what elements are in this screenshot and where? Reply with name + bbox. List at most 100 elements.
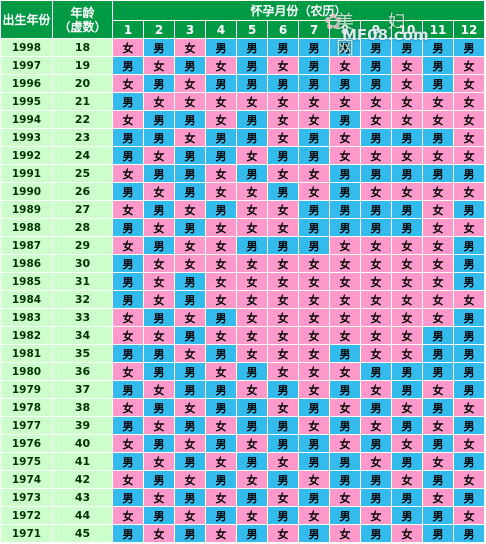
gender-cell: 男 <box>329 38 361 57</box>
gender-cell: 男 <box>360 398 392 417</box>
gender-cell: 男 <box>298 452 330 471</box>
birth-year-cell: 1983 <box>0 308 53 327</box>
birth-year-cell: 1976 <box>0 434 53 453</box>
gender-cell: 男 <box>453 308 485 327</box>
table-row: 1987 29 女男女女男男男女女女女男 <box>0 236 485 255</box>
gender-cell: 男 <box>174 218 206 237</box>
gender-cell: 女 <box>298 416 330 435</box>
gender-cell: 男 <box>453 272 485 291</box>
gender-cell: 男 <box>329 200 361 219</box>
gender-cell: 男 <box>453 326 485 345</box>
gender-cell: 女 <box>360 92 392 111</box>
gender-cell: 女 <box>267 110 299 129</box>
gender-cell: 男 <box>112 344 144 363</box>
birth-year-cell: 1982 <box>0 326 53 345</box>
gender-cell: 男 <box>298 434 330 453</box>
gender-cell: 女 <box>453 470 485 489</box>
birth-year-cell: 1971 <box>0 524 53 543</box>
gender-cell: 男 <box>329 452 361 471</box>
gender-cell: 女 <box>267 290 299 309</box>
age-cell: 28 <box>52 218 113 237</box>
age-cell: 38 <box>52 398 113 417</box>
gender-cell: 女 <box>391 524 423 543</box>
gender-cell: 女 <box>143 92 175 111</box>
gender-cell: 女 <box>298 344 330 363</box>
gender-cell: 女 <box>267 92 299 111</box>
gender-cell: 女 <box>236 506 268 525</box>
gender-cell: 女 <box>174 236 206 255</box>
gender-cell: 女 <box>298 164 330 183</box>
gender-cell: 女 <box>174 92 206 111</box>
gender-cell: 女 <box>205 290 237 309</box>
gender-cell: 女 <box>236 290 268 309</box>
table-row: 1988 28 男女男女女女男男男男女女 <box>0 218 485 237</box>
gender-cell: 女 <box>267 398 299 417</box>
gender-cell: 女 <box>112 38 144 57</box>
gender-cell: 男 <box>329 506 361 525</box>
age-cell: 30 <box>52 254 113 273</box>
gender-cell: 男 <box>267 470 299 489</box>
gender-cell: 女 <box>329 326 361 345</box>
gender-cell: 女 <box>267 200 299 219</box>
gender-cell: 男 <box>391 38 423 57</box>
gender-cell: 女 <box>453 128 485 147</box>
gender-cell: 男 <box>112 218 144 237</box>
gender-cell: 男 <box>267 38 299 57</box>
gender-cell: 男 <box>329 470 361 489</box>
gender-cell: 男 <box>329 164 361 183</box>
gender-cell: 男 <box>453 416 485 435</box>
gender-cell: 女 <box>112 398 144 417</box>
gender-cell: 男 <box>360 434 392 453</box>
gender-cell: 男 <box>298 56 330 75</box>
birth-year-cell: 1972 <box>0 506 53 525</box>
gender-cell: 女 <box>298 380 330 399</box>
age-cell: 21 <box>52 92 113 111</box>
gender-cell: 男 <box>205 38 237 57</box>
birth-year-cell: 1993 <box>0 128 53 147</box>
gender-cell: 男 <box>267 74 299 93</box>
gender-cell: 女 <box>391 470 423 489</box>
gender-cell: 女 <box>267 488 299 507</box>
gender-cell: 女 <box>453 92 485 111</box>
gender-cell: 女 <box>112 110 144 129</box>
gender-cell: 女 <box>267 56 299 75</box>
gender-cell: 女 <box>422 380 454 399</box>
gender-cell: 男 <box>174 146 206 165</box>
gender-cell: 男 <box>205 200 237 219</box>
month-header-cell: 1 <box>112 20 144 39</box>
birth-year-cell: 1996 <box>0 74 53 93</box>
gender-cell: 男 <box>174 524 206 543</box>
birth-year-cell: 1973 <box>0 488 53 507</box>
gender-cell: 男 <box>143 434 175 453</box>
gender-cell: 男 <box>453 200 485 219</box>
gender-cell: 男 <box>174 380 206 399</box>
gender-cell: 男 <box>236 38 268 57</box>
table-row: 1975 41 男女男女男女男男女男女男 <box>0 452 485 471</box>
gender-cell: 女 <box>298 362 330 381</box>
gender-cell: 男 <box>236 416 268 435</box>
gender-cell: 女 <box>267 308 299 327</box>
gender-cell: 女 <box>205 56 237 75</box>
gender-cell: 女 <box>360 110 392 129</box>
gender-cell: 女 <box>174 344 206 363</box>
table-row: 1973 43 男女男女男女男女男男女男 <box>0 488 485 507</box>
gender-cell: 男 <box>267 434 299 453</box>
gender-cell: 女 <box>236 92 268 111</box>
gender-cell: 女 <box>391 398 423 417</box>
gender-cell: 男 <box>453 164 485 183</box>
birth-year-cell: 1980 <box>0 362 53 381</box>
gender-cell: 男 <box>422 506 454 525</box>
gender-cell: 男 <box>298 488 330 507</box>
gender-cell: 女 <box>298 254 330 273</box>
gender-cell: 男 <box>422 128 454 147</box>
gender-cell: 男 <box>143 38 175 57</box>
gender-cell: 男 <box>174 416 206 435</box>
gender-cell: 男 <box>112 272 144 291</box>
gender-cell: 女 <box>267 254 299 273</box>
gender-cell: 男 <box>360 200 392 219</box>
gender-cell: 男 <box>143 506 175 525</box>
birth-year-cell: 1974 <box>0 470 53 489</box>
gender-cell: 男 <box>205 74 237 93</box>
table-row: 1984 32 男女男女女女女女女女女女 <box>0 290 485 309</box>
gender-cell: 男 <box>422 164 454 183</box>
